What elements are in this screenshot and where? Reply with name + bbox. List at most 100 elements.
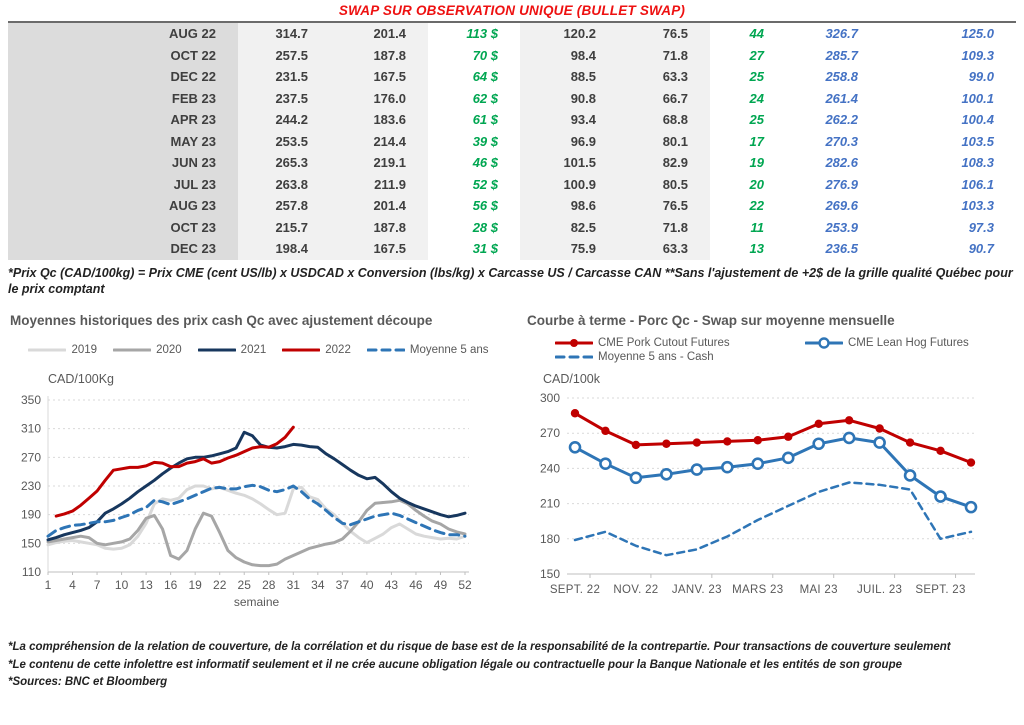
- svg-text:52: 52: [458, 578, 472, 592]
- value-cell: 231.5: [238, 66, 330, 88]
- footnote-line: *Le contenu de cette infolettre est info…: [8, 658, 902, 671]
- value-cell: 176.0: [330, 87, 428, 109]
- svg-text:37: 37: [336, 578, 350, 592]
- value-cell: 71.8: [618, 44, 710, 66]
- month-cell: AUG 23: [8, 195, 238, 217]
- value-cell: 270.3: [825, 133, 858, 149]
- value-cell: 214.4: [330, 130, 428, 152]
- svg-text:22: 22: [213, 578, 227, 592]
- value-cell: 120.2: [520, 23, 618, 45]
- month-cell: AUG 22: [8, 23, 238, 45]
- svg-text:NOV. 22: NOV. 22: [613, 584, 658, 596]
- svg-text:46: 46: [409, 578, 423, 592]
- value-cell: 39 $: [472, 133, 498, 149]
- value-cell: 97.3: [968, 219, 994, 235]
- legend-label: CME Pork Cutout Futures: [598, 337, 730, 349]
- value-cell: 201.4: [330, 195, 428, 217]
- table-row: DEC 23 198.4 167.5 31 $ 75.9 63.3 13 236.5 90.7: [8, 238, 1016, 260]
- value-cell: 106.1: [961, 176, 994, 192]
- legend-swatch-icon: [197, 348, 236, 352]
- table-row: AUG 23 257.8 201.4 56 $ 98.6 76.5 22 269.6 103.3: [8, 195, 1016, 217]
- chart-title-forward-curve: Courbe à terme - Porc Qc - Swap sur moye…: [527, 313, 895, 328]
- value-cell: 103.3: [961, 198, 994, 214]
- value-cell: 276.9: [825, 176, 858, 192]
- legend-item-2022: 2022: [282, 344, 351, 356]
- svg-text:40: 40: [360, 578, 374, 592]
- legend-label: 2021: [240, 344, 267, 356]
- legend-item-2019: 2019: [28, 344, 97, 356]
- forward-curve-legend: CME Pork Cutout Futures CME Lean Hog Futu…: [527, 337, 1014, 363]
- svg-text:SEPT. 22: SEPT. 22: [550, 584, 600, 596]
- value-cell: 63.3: [618, 238, 710, 260]
- value-cell: 52 $: [472, 176, 498, 192]
- svg-text:MARS 23: MARS 23: [732, 584, 783, 596]
- svg-text:150: 150: [21, 536, 41, 550]
- value-cell: 125.0: [961, 26, 994, 42]
- value-cell: 244.2: [238, 109, 330, 131]
- value-cell: 98.4: [520, 44, 618, 66]
- svg-text:270: 270: [540, 426, 560, 440]
- value-cell: 80.5: [618, 173, 710, 195]
- table-row: OCT 23 215.7 187.8 28 $ 82.5 71.8 11 253.9 97.3: [8, 216, 1016, 238]
- svg-text:350: 350: [21, 393, 41, 407]
- value-cell: 22: [749, 198, 764, 214]
- month-cell: APR 23: [8, 109, 238, 131]
- svg-text:semaine: semaine: [234, 595, 280, 609]
- month-cell: DEC 23: [8, 238, 238, 260]
- svg-text:110: 110: [22, 565, 41, 579]
- historical-prices-plot: 110 150 190 230 270 310 350 1 4 7 10 13 16 19 22 25 28 31…: [21, 393, 472, 609]
- svg-text:MAI 23: MAI 23: [800, 584, 838, 596]
- value-cell: 265.3: [238, 152, 330, 174]
- value-cell: 80.1: [618, 130, 710, 152]
- svg-text:43: 43: [385, 578, 399, 592]
- legend-swatch-icon: [805, 337, 843, 349]
- value-cell: 28 $: [472, 219, 498, 235]
- svg-text:210: 210: [540, 497, 560, 511]
- table-row: DEC 22 231.5 167.5 64 $ 88.5 63.3 25 258.8 99.0: [8, 66, 1016, 88]
- value-cell: 211.9: [330, 173, 428, 195]
- value-cell: 113 $: [466, 26, 498, 42]
- legend-swatch-icon: [555, 355, 593, 359]
- value-cell: 98.6: [520, 195, 618, 217]
- value-cell: 253.9: [825, 219, 858, 235]
- month-cell: OCT 23: [8, 216, 238, 238]
- value-cell: 257.5: [238, 44, 330, 66]
- value-cell: 93.4: [520, 109, 618, 131]
- legend-swatch-icon: [366, 348, 405, 352]
- value-cell: 253.5: [238, 130, 330, 152]
- legend-item-cme-pork-cutout-futures: CME Pork Cutout Futures: [555, 337, 805, 349]
- value-cell: 20: [749, 176, 764, 192]
- table-row: FEB 23 237.5 176.0 62 $ 90.8 66.7 24 261.4 100.1: [8, 87, 1016, 109]
- month-cell: MAY 23: [8, 130, 238, 152]
- svg-text:34: 34: [311, 578, 325, 592]
- month-cell: OCT 22: [8, 44, 238, 66]
- svg-text:150: 150: [540, 567, 560, 581]
- page-title: SWAP SUR OBSERVATION UNIQUE (BULLET SWAP…: [338, 3, 686, 18]
- swap-table: AUG 22 314.7 201.4 113 $120.2 76.5 44 326.7 125…: [8, 23, 1016, 260]
- y-axis-unit-label: CAD/100k: [543, 372, 600, 386]
- table-row: APR 23 244.2 183.6 61 $ 93.4 68.8 25 262.2 100.4: [8, 109, 1016, 131]
- title-divider: [8, 21, 1016, 23]
- historical-chart-legend: 2019 2020 2021 2022 Moyenne 5 ans: [10, 344, 507, 356]
- legend-swatch-icon: [28, 348, 67, 352]
- month-cell: DEC 22: [8, 66, 238, 88]
- legend-swatch-icon: [282, 348, 321, 352]
- disclaimer-footnotes: *La compréhension de la relation de couv…: [8, 640, 1016, 691]
- value-cell: 17: [749, 133, 764, 149]
- forward-curve-plot: 150 180 210 240 270 300 SEPT. 22 NOV. 22 JANV. 2…: [540, 391, 978, 596]
- svg-text:300: 300: [540, 391, 560, 405]
- value-cell: 88.5: [520, 66, 618, 88]
- value-cell: 269.6: [825, 198, 858, 214]
- value-cell: 187.8: [330, 44, 428, 66]
- footnote-line: *Sources: BNC et Bloomberg: [8, 676, 168, 689]
- value-cell: 236.5: [825, 241, 858, 257]
- value-cell: 56 $: [472, 198, 498, 214]
- historical-prices-chart: Moyennes historiques des prix cash Qc av…: [0, 313, 507, 626]
- value-cell: 44: [749, 26, 764, 42]
- value-cell: 90.7: [968, 241, 994, 257]
- legend-item-cme-lean-hog-futures: CME Lean Hog Futures: [805, 337, 1014, 349]
- value-cell: 103.5: [961, 133, 994, 149]
- value-cell: 108.3: [961, 155, 994, 171]
- charts-section: Moyennes historiques des prix cash Qc av…: [0, 313, 1024, 626]
